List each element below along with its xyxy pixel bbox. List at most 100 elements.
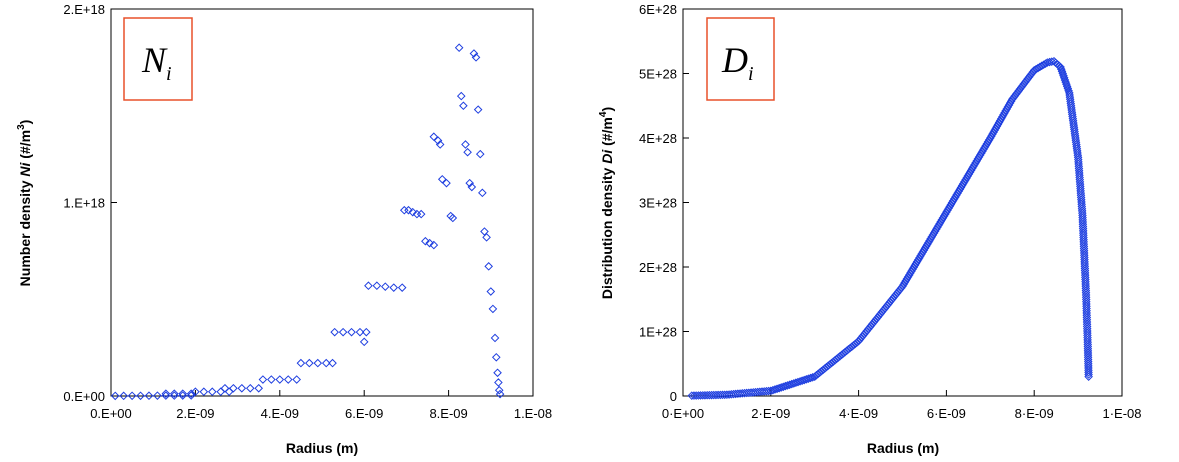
data-point <box>362 327 371 337</box>
data-point <box>1084 372 1093 381</box>
data-point <box>429 240 439 250</box>
data-point <box>442 178 451 188</box>
data-point <box>1084 368 1093 377</box>
data-point <box>1035 62 1045 72</box>
data-point <box>785 380 794 390</box>
data-point <box>1082 324 1092 334</box>
data-point <box>119 391 128 401</box>
data-point <box>258 375 268 384</box>
data-point <box>768 385 778 395</box>
data-point <box>1082 315 1092 325</box>
y-tick-label: 1E+28 <box>639 325 677 340</box>
data-point <box>770 385 780 394</box>
x-tick-label: 0.E+00 <box>90 406 132 421</box>
data-point <box>169 389 179 398</box>
data-point <box>408 207 418 217</box>
data-point <box>1063 84 1073 93</box>
x-tick-label: 6.E-09 <box>345 406 383 421</box>
data-point <box>459 101 468 111</box>
data-point <box>437 174 447 184</box>
data-point <box>482 233 491 242</box>
data-point <box>110 391 120 401</box>
data-point <box>486 287 496 296</box>
badge-ni: Ni <box>141 40 172 85</box>
data-point <box>267 375 276 384</box>
data-point <box>1082 304 1091 313</box>
x-tick-label: 1·E-08 <box>1102 406 1141 421</box>
data-point <box>127 391 137 401</box>
chart-number-density: 0.E+00 2.E-09 4.E-09 6.E-09 8.E-09 1.E-08 0.E+… <box>16 2 552 456</box>
data-point <box>454 43 464 53</box>
data-point <box>463 147 472 157</box>
data-point <box>774 383 784 393</box>
data-point <box>488 304 498 314</box>
x-tick-label: 2·E-09 <box>751 406 790 421</box>
data-point <box>1082 319 1092 329</box>
data-point <box>733 389 743 399</box>
data-point <box>1082 297 1091 307</box>
data-point <box>1082 317 1092 327</box>
data-point <box>429 132 439 142</box>
data-point <box>216 387 226 397</box>
x-tick-label: 4.E-09 <box>261 406 299 421</box>
axis-ticks-left: 0.E+00 2.E-09 4.E-09 6.E-09 8.E-09 1.E-08 0.E+… <box>63 2 552 421</box>
data-point <box>746 388 756 397</box>
data-point <box>292 375 301 384</box>
data-point <box>776 383 786 392</box>
data-point <box>742 388 751 398</box>
y-tick-label: 4E+28 <box>639 131 677 146</box>
data-point <box>764 386 773 396</box>
data-point <box>737 389 747 398</box>
data-point <box>744 388 754 398</box>
data-point <box>404 205 413 215</box>
data-point <box>186 389 196 398</box>
data-point <box>161 389 171 398</box>
data-point <box>389 283 399 292</box>
data-point <box>787 379 797 389</box>
data-point <box>355 327 365 337</box>
data-point <box>433 136 443 145</box>
data-point <box>1037 61 1047 71</box>
data-point <box>766 386 776 396</box>
data-point <box>740 388 749 398</box>
data-point <box>491 352 501 362</box>
data-point <box>1082 308 1091 318</box>
y-tick-label: 5E+28 <box>639 67 677 82</box>
y-tick-label: 0.E+00 <box>63 389 105 404</box>
data-point <box>802 375 811 384</box>
data-point <box>1029 65 1039 75</box>
data-point <box>494 385 504 395</box>
data-point <box>421 236 430 246</box>
data-point <box>1081 295 1091 304</box>
y-tick-label: 2.E+18 <box>63 2 105 17</box>
data-point <box>1059 73 1069 83</box>
data-point <box>748 388 758 397</box>
data-markers-left <box>110 43 505 401</box>
data-point <box>364 281 373 291</box>
x-tick-label: 0·E+00 <box>662 406 704 421</box>
data-point <box>136 391 145 401</box>
data-point <box>245 383 255 393</box>
data-point <box>735 389 745 398</box>
data-point <box>207 387 217 397</box>
data-point <box>469 49 479 58</box>
y-axis-label-left: Number density Ni (#/m3) <box>16 120 33 287</box>
data-point <box>1083 335 1092 345</box>
data-point <box>724 390 734 399</box>
data-point <box>729 389 738 399</box>
data-point <box>229 383 238 393</box>
data-point <box>313 358 323 368</box>
data-point <box>1041 59 1050 68</box>
data-point <box>467 182 477 192</box>
data-point <box>283 375 293 384</box>
data-markers-right <box>687 56 1093 400</box>
data-point <box>791 378 801 388</box>
data-point <box>347 327 356 337</box>
y-tick-label: 0 <box>670 389 677 404</box>
data-point <box>1059 71 1068 80</box>
data-point <box>494 378 503 387</box>
data-point <box>1061 77 1070 87</box>
data-point <box>1045 57 1054 67</box>
data-point <box>726 390 736 399</box>
